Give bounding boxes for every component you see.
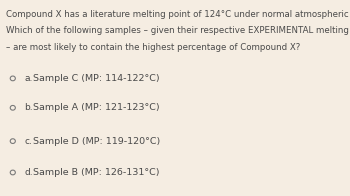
Text: Sample A (MP: 121-123°C): Sample A (MP: 121-123°C) — [33, 103, 160, 112]
Text: c.: c. — [25, 137, 33, 146]
Text: Compound X has a literature melting point of 124°C under normal atmospheric pres: Compound X has a literature melting poin… — [6, 10, 350, 19]
Text: – are most likely to contain the highest percentage of Compound X?: – are most likely to contain the highest… — [6, 43, 301, 52]
Text: b.: b. — [25, 103, 33, 112]
Text: d.: d. — [25, 168, 33, 177]
Text: a.: a. — [25, 74, 33, 83]
Text: Which of the following samples – given their respective EXPERIMENTAL melting poi: Which of the following samples – given t… — [6, 26, 350, 35]
Text: Sample C (MP: 114-122°C): Sample C (MP: 114-122°C) — [33, 74, 160, 83]
Text: Sample D (MP: 119-120°C): Sample D (MP: 119-120°C) — [33, 137, 160, 146]
Text: Sample B (MP: 126-131°C): Sample B (MP: 126-131°C) — [33, 168, 160, 177]
